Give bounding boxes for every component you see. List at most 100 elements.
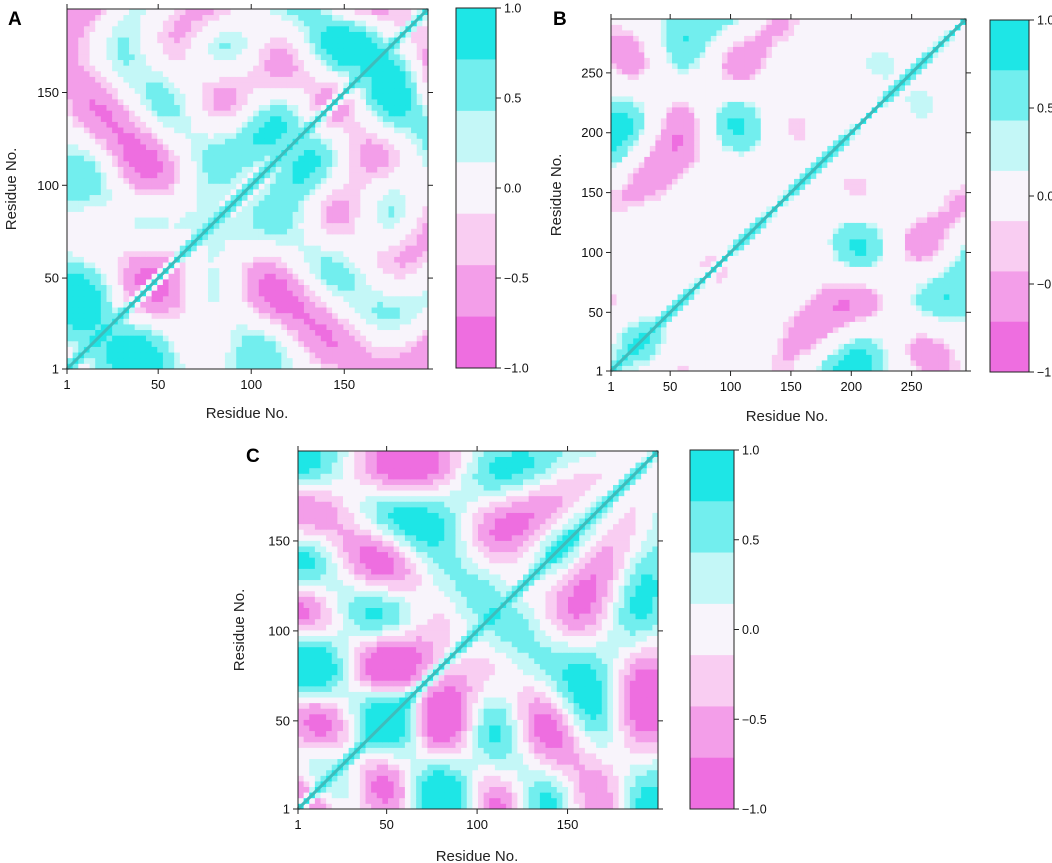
- heatmap-cell: [67, 318, 74, 325]
- heatmap-cell: [78, 245, 85, 252]
- heatmap-cell: [72, 132, 79, 139]
- heatmap-cell: [89, 346, 96, 353]
- heatmap-cell: [655, 360, 662, 366]
- heatmap-cell: [106, 65, 113, 72]
- heatmap-cell: [655, 332, 662, 339]
- heatmap-cell: [354, 205, 361, 212]
- heatmap-cell: [157, 76, 164, 83]
- heatmap-cell: [816, 310, 823, 317]
- heatmap-cell: [405, 217, 412, 224]
- heatmap-cell: [100, 155, 107, 162]
- heatmap-cell: [422, 54, 429, 61]
- heatmap-cell: [616, 321, 623, 328]
- heatmap-cell: [622, 316, 629, 322]
- heatmap-cell: [72, 273, 79, 280]
- heatmap-cell: [871, 305, 878, 311]
- heatmap-cell: [83, 363, 90, 370]
- heatmap-cell: [699, 327, 706, 333]
- heatmap-cell: [253, 48, 260, 55]
- heatmap-cell: [292, 217, 299, 224]
- heatmap-cell: [275, 189, 282, 196]
- heatmap-cell: [655, 349, 662, 355]
- heatmap-cell: [904, 360, 911, 366]
- heatmap-cell: [377, 172, 384, 179]
- heatmap-cell: [932, 299, 939, 306]
- x-axis-label: Residue No.: [206, 405, 289, 422]
- heatmap-cell: [123, 70, 130, 77]
- heatmap-cell: [365, 177, 372, 184]
- heatmap-cell: [89, 144, 96, 151]
- heatmap-cell: [123, 295, 130, 302]
- heatmap-cell: [157, 205, 164, 212]
- heatmap-cell: [399, 340, 406, 347]
- heatmap-cell: [123, 132, 130, 139]
- heatmap-cell: [78, 273, 85, 280]
- heatmap-cell: [727, 343, 734, 350]
- heatmap-cell: [677, 332, 684, 339]
- heatmap-cell: [151, 160, 158, 167]
- heatmap-cell: [794, 316, 800, 322]
- heatmap-cell: [145, 363, 153, 370]
- heatmap-cell: [292, 295, 299, 302]
- heatmap-cell: [83, 110, 90, 117]
- heatmap-cell: [236, 177, 243, 184]
- heatmap-cell: [123, 352, 130, 359]
- heatmap-cell: [67, 290, 74, 297]
- heatmap-cell: [298, 149, 305, 156]
- heatmap-cell: [219, 144, 226, 151]
- heatmap-cell: [185, 312, 192, 319]
- y-tick-label: 100: [37, 178, 59, 193]
- heatmap-cell: [151, 329, 158, 336]
- heatmap-cell: [67, 127, 74, 134]
- heatmap-cell: [78, 59, 85, 66]
- heatmap-cell: [275, 222, 282, 229]
- heatmap-cell: [185, 346, 192, 353]
- heatmap-cell: [405, 70, 412, 77]
- heatmap-cell: [270, 25, 277, 32]
- heatmap-cell: [349, 115, 356, 122]
- heatmap-cell: [83, 250, 90, 257]
- heatmap-cell: [241, 217, 248, 224]
- heatmap-cell: [644, 327, 651, 333]
- heatmap-cell: [213, 346, 220, 353]
- heatmap-cell: [202, 42, 209, 49]
- heatmap-cell: [281, 205, 288, 212]
- heatmap-cell: [360, 59, 367, 66]
- heatmap-cell: [943, 305, 950, 311]
- heatmap-cell: [174, 329, 181, 336]
- heatmap-cell: [208, 189, 215, 196]
- heatmap-cell: [213, 54, 220, 61]
- heatmap-cell: [286, 194, 294, 201]
- heatmap-cell: [405, 65, 412, 72]
- heatmap-cell: [777, 305, 784, 311]
- heatmap-cell: [123, 177, 130, 184]
- heatmap-cell: [320, 273, 327, 280]
- heatmap-cell: [275, 160, 282, 167]
- heatmap-cell: [888, 365, 895, 372]
- heatmap-cell: [315, 14, 322, 21]
- heatmap-cell: [954, 360, 961, 366]
- heatmap-cell: [134, 205, 141, 212]
- heatmap-cell: [247, 31, 254, 38]
- heatmap-cell: [230, 166, 237, 173]
- heatmap-cell: [129, 104, 136, 111]
- heatmap-cell: [315, 70, 322, 77]
- heatmap-cell: [185, 189, 192, 196]
- heatmap-cell: [343, 250, 350, 257]
- heatmap-cell: [258, 31, 265, 38]
- heatmap-cell: [191, 65, 198, 72]
- heatmap-cell: [162, 48, 169, 55]
- heatmap-cell: [236, 262, 243, 269]
- heatmap-cell: [83, 54, 90, 61]
- heatmap-cell: [683, 354, 690, 361]
- heatmap-cell: [315, 205, 322, 212]
- heatmap-cell: [253, 155, 260, 162]
- heatmap-cell: [275, 76, 282, 83]
- heatmap-cell: [100, 183, 107, 190]
- heatmap-cell: [208, 121, 215, 128]
- heatmap-cell: [100, 104, 107, 111]
- heatmap-cell: [112, 256, 119, 263]
- heatmap-cell: [258, 166, 265, 173]
- heatmap-cell: [270, 324, 277, 331]
- heatmap-cell: [422, 177, 429, 184]
